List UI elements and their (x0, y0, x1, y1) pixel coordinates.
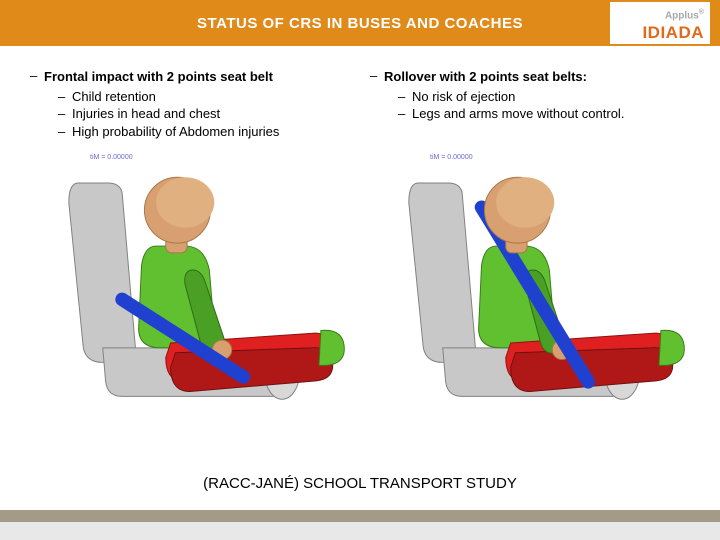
content-row: – Frontal impact with 2 points seat belt… (0, 46, 720, 140)
header-bar: STATUS OF CRS IN BUSES AND COACHES Applu… (0, 0, 720, 46)
logo-top: Applus® (610, 2, 704, 23)
left-item: Child retention (72, 88, 156, 106)
footer-text: (RACC-JANÉ) SCHOOL TRANSPORT STUDY (0, 475, 720, 492)
bullet-dash: – (370, 68, 384, 83)
slide-title: STATUS OF CRS IN BUSES AND COACHES (197, 15, 523, 32)
timestamp-right: tiM = 0.00000 (430, 154, 473, 161)
bullet-dash: – (30, 68, 44, 83)
bullet-dash: – (58, 123, 72, 141)
crash-dummy-right-icon (370, 150, 690, 410)
left-heading: Frontal impact with 2 points seat belt (44, 68, 273, 86)
bullet-dash: – (398, 88, 412, 106)
right-item: Legs and arms move without control. (412, 105, 624, 123)
bullet-dash: – (398, 105, 412, 123)
timestamp-left: tiM = 0.00000 (90, 154, 133, 161)
left-item: Injuries in head and chest (72, 105, 220, 123)
footer-accent-bar (0, 510, 720, 522)
logo: Applus® IDIADA (610, 2, 710, 44)
footer-base-bar (0, 522, 720, 540)
logo-bottom: IDIADA (610, 23, 704, 43)
right-column: – Rollover with 2 points seat belts: –No… (370, 68, 690, 140)
right-item: No risk of ejection (412, 88, 515, 106)
bullet-dash: – (58, 105, 72, 123)
figure-right: tiM = 0.00000 (370, 150, 690, 410)
bullet-dash: – (58, 88, 72, 106)
figures-row: tiM = 0.00000 tiM = 0.00000 (0, 140, 720, 410)
right-heading: Rollover with 2 points seat belts: (384, 68, 587, 86)
left-column: – Frontal impact with 2 points seat belt… (30, 68, 350, 140)
crash-dummy-left-icon (30, 150, 350, 410)
figure-left: tiM = 0.00000 (30, 150, 350, 410)
left-item: High probability of Abdomen injuries (72, 123, 279, 141)
